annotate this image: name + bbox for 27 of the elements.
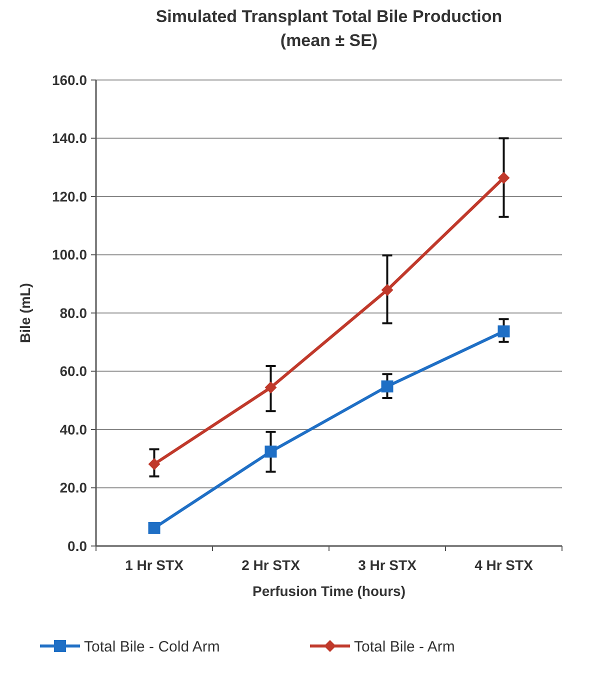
point — [381, 380, 394, 392]
y-tick-label: 80.0 — [60, 304, 88, 321]
y-tick-label: 60.0 — [60, 363, 88, 380]
point — [148, 458, 160, 470]
x-tick-label: 1 Hr STX — [125, 557, 184, 573]
x-axis-title: Perfusion Time (hours) — [252, 583, 406, 599]
chart-title: Simulated Transplant Total Bile Production — [156, 7, 502, 26]
y-tick-label: 100.0 — [52, 246, 88, 263]
y-tick-label: 20.0 — [60, 480, 88, 496]
y-tick-label: 0.0 — [68, 538, 88, 554]
legend-label: Total Bile - Arm — [354, 638, 455, 656]
y-tick-label: 160.0 — [52, 72, 88, 88]
chart-subtitle: (mean ± SE) — [280, 31, 378, 50]
point — [498, 325, 510, 338]
x-tick-label: 4 Hr STX — [474, 557, 534, 573]
point — [381, 284, 394, 296]
x-tick-label: 3 Hr STX — [358, 557, 418, 573]
y-tick-label: 120.0 — [52, 188, 88, 204]
point — [264, 446, 277, 458]
x-tick-label: 2 Hr STX — [242, 557, 301, 573]
y-tick-label: 40.0 — [60, 421, 88, 438]
y-axis-title: Bile (mL) — [17, 283, 33, 343]
point — [264, 382, 277, 394]
point — [498, 172, 510, 184]
point — [148, 522, 160, 534]
legend-label: Total Bile - Cold Arm — [84, 638, 220, 656]
y-tick-label: 140.0 — [52, 130, 88, 146]
